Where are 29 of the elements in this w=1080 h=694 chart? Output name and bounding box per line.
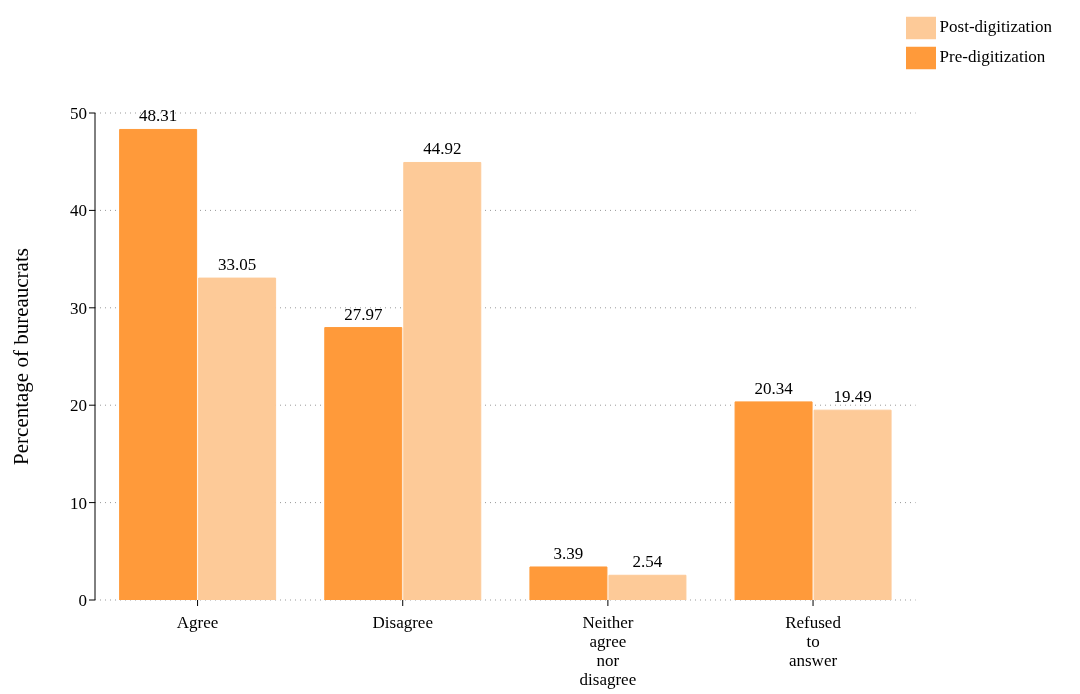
y-tick-label: 0 — [78, 591, 87, 611]
x-tick-label: Agree — [176, 613, 219, 632]
bar — [119, 128, 198, 600]
legend-label: Post-digitization — [939, 17, 1052, 36]
data-label: 3.39 — [553, 543, 584, 563]
bar — [734, 401, 813, 600]
y-tick-label: 40 — [70, 201, 87, 221]
bar — [198, 277, 277, 600]
bar — [403, 161, 482, 600]
bar — [529, 566, 608, 600]
bar — [324, 327, 403, 600]
bar — [608, 574, 687, 600]
x-tick-label: Neither agree nor disagree — [579, 613, 637, 689]
y-tick-label: 50 — [70, 104, 87, 124]
y-tick-label: 20 — [70, 396, 87, 416]
bar — [813, 409, 892, 600]
legend-label: Pre-digitization — [939, 47, 1046, 67]
data-label: 2.54 — [632, 552, 663, 572]
data-label: 44.92 — [423, 139, 462, 159]
data-label: 19.49 — [833, 387, 872, 407]
x-tick-label: Disagree — [372, 613, 433, 632]
y-axis-title: Percentage of bureaucrats — [9, 248, 34, 465]
y-tick-label: 10 — [70, 493, 87, 513]
x-tick-label: Refused to answer — [785, 613, 842, 670]
y-tick-label: 30 — [70, 298, 87, 318]
data-label: 33.05 — [217, 255, 257, 275]
data-label: 48.31 — [138, 106, 178, 126]
data-label: 20.34 — [754, 378, 794, 398]
data-label: 27.97 — [344, 304, 383, 324]
